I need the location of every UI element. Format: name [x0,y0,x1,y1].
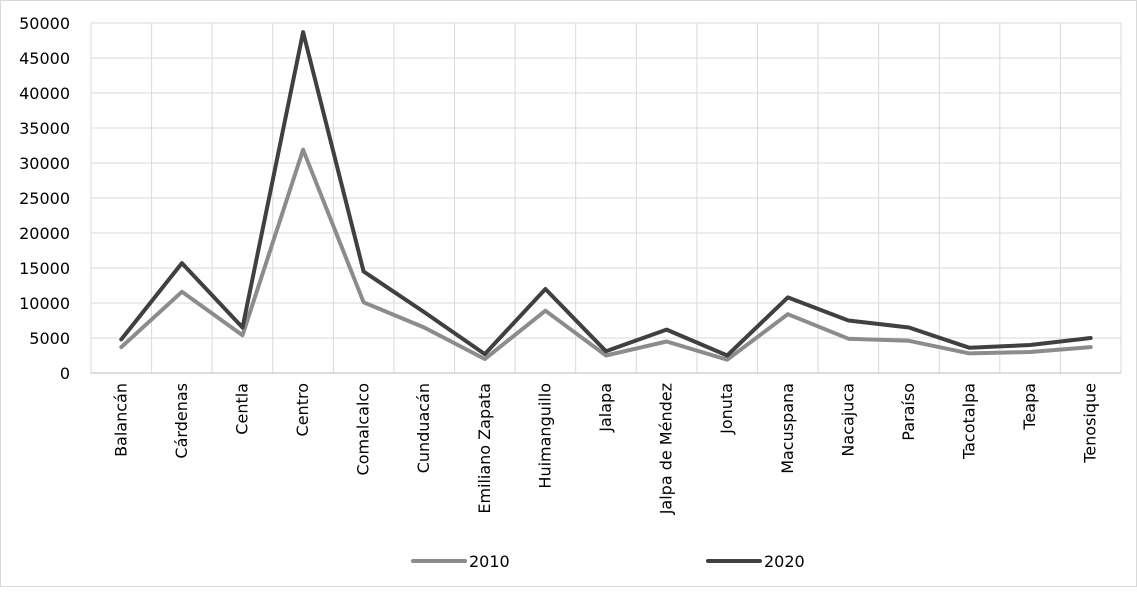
x-tick-label: Cárdenas [172,383,191,459]
y-tick-label: 25000 [19,189,70,208]
y-tick-label: 0 [60,364,70,383]
x-tick-label: Teapa [1020,383,1039,431]
y-tick-label: 40000 [19,84,70,103]
y-tick-label: 50000 [19,14,70,33]
y-tick-label: 45000 [19,49,70,68]
y-axis: 0 5000 10000 15000 20000 25000 30000 35000 40000… [19,14,70,383]
y-tick-label: 5000 [29,329,70,348]
series-line-2020 [119,30,1093,358]
legend-label-2010: 2010 [469,552,510,571]
x-tick-label: Tacotalpa [960,383,979,460]
legend-label-2020: 2020 [764,552,805,571]
x-tick-label: Emiliano Zapata [475,383,494,514]
y-tick-label: 10000 [19,294,70,313]
x-tick-label: Nacajuca [838,383,857,457]
x-tick-label: Jonuta [717,383,736,435]
y-tick-label: 30000 [19,154,70,173]
y-tick-label: 15000 [19,259,70,278]
series-lines [119,30,1093,362]
x-tick-label: Paraíso [899,383,918,441]
x-tick-label: Centro [293,383,312,436]
x-tick-label: Centla [232,383,251,435]
x-tick-label: Jalpa de Méndez [657,383,676,515]
x-tick-label: Huimanguillo [535,383,554,489]
x-tick-label: Comalcalco [354,383,373,475]
x-tick-label: Macuspana [778,383,797,474]
y-tick-label: 20000 [19,224,70,243]
x-tick-label: Balancán [111,383,130,457]
series-line-2010 [119,147,1093,362]
x-tick-label: Cunduacán [414,383,433,473]
y-tick-label: 35000 [19,119,70,138]
x-axis: Balancán Cárdenas Centla Centro Comalcalco Cu… [91,372,1121,515]
x-tick-label: Jalapa [596,383,615,433]
x-tick-label: Tenosique [1081,383,1100,464]
legend: 2010 2020 [411,552,805,571]
